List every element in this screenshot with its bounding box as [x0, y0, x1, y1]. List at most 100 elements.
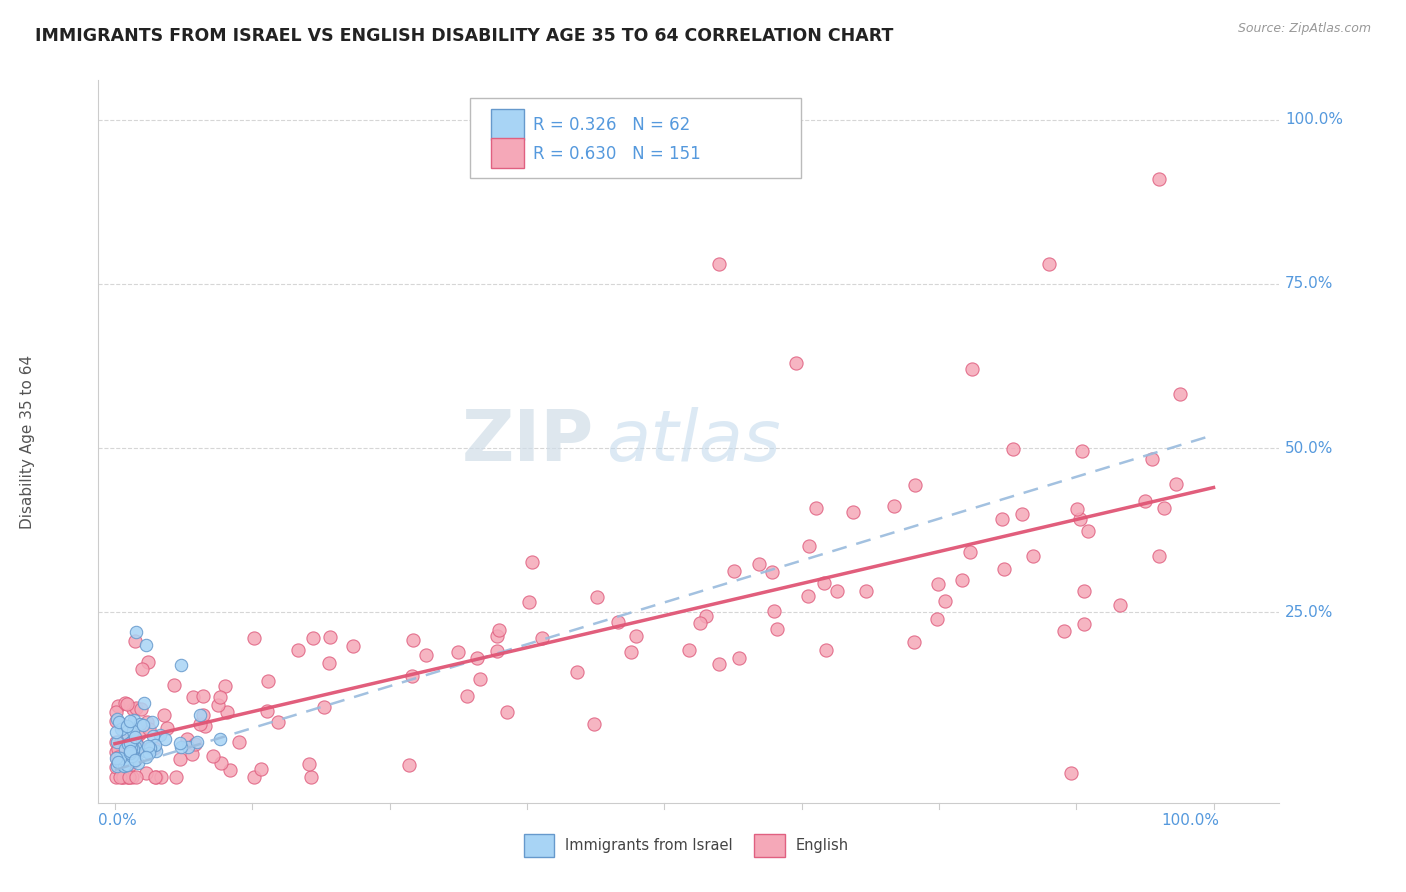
- Point: [804, 500, 827, 515]
- Point: [105, 752, 128, 766]
- Point: [122, 748, 145, 763]
- Point: [112, 758, 135, 772]
- Point: [128, 727, 150, 741]
- Point: [121, 734, 143, 748]
- Point: [217, 705, 239, 719]
- Text: 100.0%: 100.0%: [1285, 112, 1343, 128]
- Point: [112, 753, 135, 767]
- Text: atlas: atlas: [606, 407, 780, 476]
- Point: [107, 750, 129, 764]
- Point: [586, 591, 609, 605]
- Point: [135, 638, 157, 652]
- Point: [120, 721, 142, 735]
- Text: R = 0.326   N = 62: R = 0.326 N = 62: [533, 116, 690, 134]
- Point: [318, 656, 340, 670]
- Text: IMMIGRANTS FROM ISRAEL VS ENGLISH DISABILITY AGE 35 TO 64 CORRELATION CHART: IMMIGRANTS FROM ISRAEL VS ENGLISH DISABI…: [35, 27, 894, 45]
- Text: 0.0%: 0.0%: [98, 813, 138, 828]
- Point: [105, 735, 128, 749]
- Point: [250, 762, 273, 776]
- Point: [124, 753, 146, 767]
- Point: [107, 755, 129, 769]
- Point: [111, 770, 134, 784]
- Point: [145, 744, 167, 758]
- Point: [105, 745, 128, 759]
- Point: [110, 717, 132, 731]
- Point: [131, 662, 153, 676]
- Point: [228, 735, 250, 749]
- Point: [785, 356, 807, 370]
- Point: [136, 739, 159, 754]
- Point: [136, 715, 159, 730]
- Point: [825, 583, 848, 598]
- Text: ZIP: ZIP: [463, 407, 595, 476]
- Point: [1069, 512, 1091, 526]
- Point: [105, 750, 128, 764]
- Point: [125, 625, 148, 640]
- Point: [1002, 442, 1025, 457]
- Point: [124, 732, 146, 747]
- Point: [567, 665, 589, 679]
- Point: [1166, 477, 1188, 491]
- Point: [855, 583, 877, 598]
- Point: [927, 576, 949, 591]
- Point: [105, 735, 128, 749]
- Point: [797, 539, 820, 553]
- Point: [815, 643, 838, 657]
- Point: [342, 639, 364, 653]
- Point: [122, 755, 145, 769]
- Point: [765, 622, 787, 636]
- Point: [128, 739, 150, 754]
- FancyBboxPatch shape: [471, 98, 801, 178]
- Point: [456, 689, 478, 703]
- Text: Immigrants from Israel: Immigrants from Israel: [565, 838, 733, 853]
- Point: [129, 702, 152, 716]
- Point: [465, 651, 488, 665]
- Point: [188, 716, 211, 731]
- Point: [1066, 502, 1088, 516]
- Point: [842, 505, 865, 519]
- Point: [176, 732, 198, 747]
- Point: [797, 589, 820, 603]
- Point: [105, 714, 128, 728]
- Point: [256, 704, 278, 718]
- Point: [1073, 617, 1095, 632]
- Point: [145, 770, 167, 784]
- Point: [112, 758, 135, 772]
- Point: [1022, 549, 1045, 563]
- Point: [118, 770, 141, 784]
- Point: [124, 732, 146, 747]
- Point: [1147, 549, 1170, 563]
- Point: [181, 690, 204, 704]
- Point: [214, 679, 236, 693]
- Point: [149, 727, 172, 741]
- Point: [112, 734, 135, 748]
- Point: [121, 770, 143, 784]
- Point: [626, 629, 648, 643]
- Text: 75.0%: 75.0%: [1285, 277, 1333, 292]
- Point: [447, 645, 470, 659]
- Point: [904, 478, 927, 492]
- Point: [925, 612, 948, 626]
- Point: [121, 749, 143, 764]
- Point: [517, 595, 540, 609]
- Point: [186, 735, 208, 749]
- Point: [1073, 584, 1095, 599]
- Point: [150, 770, 173, 784]
- Point: [138, 746, 160, 760]
- Point: [105, 712, 128, 726]
- Point: [105, 705, 128, 719]
- Point: [107, 699, 129, 714]
- Point: [193, 689, 215, 703]
- Text: Source: ZipAtlas.com: Source: ZipAtlas.com: [1237, 22, 1371, 36]
- Point: [813, 576, 835, 591]
- Point: [398, 757, 420, 772]
- Point: [883, 499, 905, 513]
- Point: [118, 714, 141, 728]
- Point: [1135, 494, 1157, 508]
- Point: [138, 722, 160, 736]
- Point: [993, 562, 1015, 576]
- Point: [299, 770, 322, 784]
- Point: [105, 759, 128, 773]
- Text: English: English: [796, 838, 848, 853]
- Point: [122, 713, 145, 727]
